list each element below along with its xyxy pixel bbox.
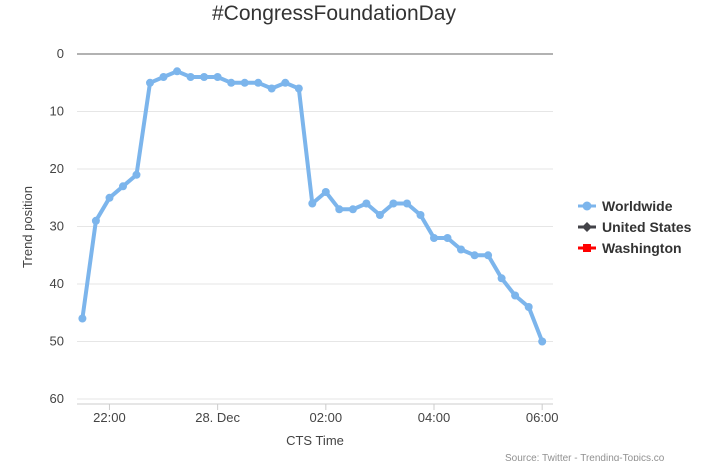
data-point — [173, 67, 182, 76]
y-tick-label: 20 — [50, 161, 64, 176]
data-point — [416, 211, 425, 219]
data-point — [403, 199, 411, 208]
chart-title: #CongressFoundationDay — [212, 2, 456, 25]
legend-item-worldwide[interactable]: Worldwide — [578, 198, 673, 214]
y-tick-label: 0 — [57, 46, 64, 61]
data-point — [511, 291, 520, 300]
data-point — [538, 337, 547, 346]
x-tick-label: 06:00 — [526, 410, 559, 425]
data-point — [240, 78, 249, 87]
legend-marker — [583, 244, 591, 252]
data-point — [497, 274, 506, 283]
data-point — [457, 245, 465, 254]
data-point — [294, 84, 303, 93]
data-point — [105, 193, 114, 202]
y-tick-label: 40 — [50, 276, 64, 291]
legend-marker — [582, 201, 592, 211]
data-point — [267, 84, 276, 93]
x-tick-label: 22:00 — [93, 410, 126, 425]
y-tick-label: 60 — [50, 391, 64, 406]
x-tick-label: 28. Dec — [195, 410, 240, 425]
data-point — [524, 303, 533, 311]
data-point — [159, 73, 168, 81]
data-point — [91, 216, 100, 225]
legend-marker — [582, 222, 592, 232]
data-point — [78, 314, 87, 323]
legend-label: Washington — [602, 240, 682, 256]
legend-item-united-states[interactable]: United States — [578, 219, 692, 235]
y-tick-label: 50 — [50, 334, 64, 349]
x-tick-label: 02:00 — [310, 410, 343, 425]
data-point — [213, 73, 222, 81]
data-point — [470, 251, 479, 260]
data-point — [321, 188, 330, 196]
data-point — [281, 78, 290, 87]
data-point — [254, 78, 263, 87]
legend-label: United States — [602, 219, 692, 235]
data-point — [200, 73, 209, 81]
data-point — [430, 234, 438, 242]
data-point — [308, 199, 317, 208]
data-point — [389, 199, 398, 208]
grid-lines — [77, 53, 553, 400]
data-point — [375, 211, 384, 219]
legend-item-washington[interactable]: Washington — [578, 240, 682, 256]
legend-label: Worldwide — [602, 198, 673, 214]
chart-credit: Source: Twitter - Trending-Topics.co — [505, 453, 665, 461]
series-layer — [78, 67, 547, 346]
data-point — [186, 73, 195, 81]
x-axis-title: CTS Time — [286, 433, 344, 448]
data-point — [443, 234, 452, 242]
y-axis-title: Trend position — [20, 186, 35, 268]
data-point — [132, 170, 141, 179]
y-tick-label: 10 — [50, 104, 64, 119]
data-point — [335, 205, 344, 214]
x-axis: 22:00 28. Dec 02:00 04:00 06:00 — [77, 403, 559, 425]
data-point — [348, 205, 357, 214]
data-point — [119, 182, 127, 191]
y-tick-label: 30 — [50, 219, 64, 234]
x-tick-label: 04:00 — [418, 410, 451, 425]
data-point — [484, 251, 493, 260]
data-point — [227, 78, 236, 87]
data-point — [146, 78, 154, 87]
y-axis: 0 10 20 30 40 50 60 — [50, 46, 64, 406]
legend: Worldwide United States Washington — [578, 198, 692, 256]
data-point — [362, 199, 371, 208]
